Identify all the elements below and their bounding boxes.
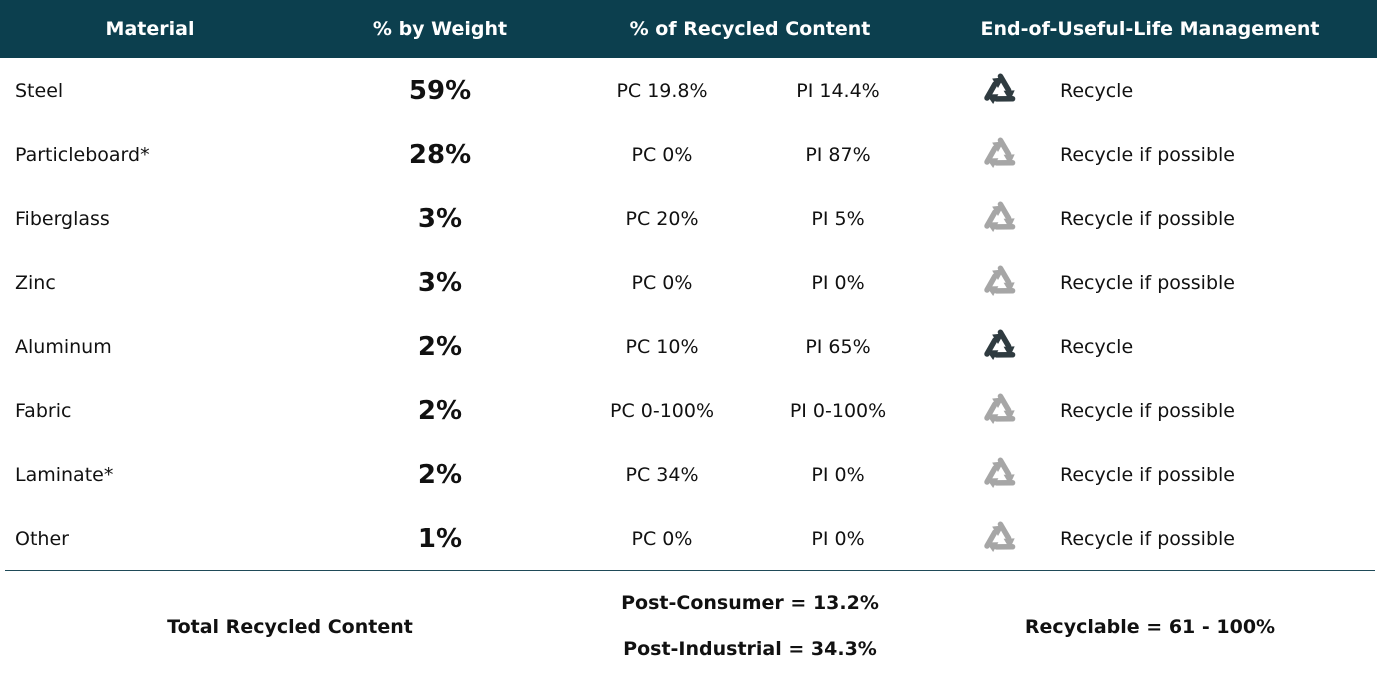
management: Recycle if possible [1060, 528, 1235, 550]
recycle-icon [980, 327, 1020, 367]
management: Recycle [1060, 80, 1134, 102]
material: Laminate* [15, 464, 114, 486]
header-cell: Material [105, 18, 195, 40]
header-cell: % by Weight [372, 18, 508, 40]
management: Recycle if possible [1060, 400, 1235, 422]
weight: 28% [408, 140, 472, 170]
management: Recycle if possible [1060, 208, 1235, 230]
recycle-icon [980, 519, 1020, 559]
post-industrial: PI 87% [805, 144, 871, 166]
weight: 1% [417, 524, 463, 554]
management: Recycle [1060, 336, 1134, 358]
management: Recycle if possible [1060, 464, 1235, 486]
post-consumer: PC 0-100% [609, 400, 715, 422]
footer-post-industrial: Post-Industrial = 34.3% [623, 638, 877, 660]
header-cell: End-of-Useful-Life Management [980, 18, 1320, 40]
post-consumer: PC 20% [625, 208, 699, 230]
post-industrial: PI 0% [811, 272, 865, 294]
post-consumer: PC 19.8% [616, 80, 708, 102]
post-consumer: PC 34% [625, 464, 699, 486]
post-consumer: PC 0% [631, 528, 693, 550]
post-industrial: PI 14.4% [796, 80, 880, 102]
post-industrial: PI 65% [805, 336, 871, 358]
weight: 3% [417, 268, 463, 298]
header-bar [0, 0, 1377, 58]
management: Recycle if possible [1060, 272, 1235, 294]
post-industrial: PI 0-100% [789, 400, 887, 422]
separator [5, 570, 1375, 571]
post-industrial: PI 0% [811, 464, 865, 486]
material: Zinc [15, 272, 56, 294]
recycle-icon [980, 71, 1020, 111]
recycle-icon [980, 263, 1020, 303]
recycle-icon [980, 135, 1020, 175]
weight: 3% [417, 204, 463, 234]
material: Steel [15, 80, 64, 102]
post-industrial: PI 0% [811, 528, 865, 550]
weight: 2% [417, 396, 463, 426]
management: Recycle if possible [1060, 144, 1235, 166]
material: Other [15, 528, 69, 550]
material: Particleboard* [15, 144, 150, 166]
footer-recyclable: Recyclable = 61 - 100% [1024, 616, 1276, 638]
material: Aluminum [15, 336, 112, 358]
post-consumer: PC 0% [631, 272, 693, 294]
footer-post-consumer: Post-Consumer = 13.2% [621, 592, 879, 614]
post-consumer: PC 10% [625, 336, 699, 358]
weight: 59% [408, 76, 472, 106]
material: Fabric [15, 400, 72, 422]
material: Fiberglass [15, 208, 110, 230]
post-consumer: PC 0% [631, 144, 693, 166]
recycle-icon [980, 391, 1020, 431]
weight: 2% [417, 332, 463, 362]
post-industrial: PI 5% [811, 208, 865, 230]
footer-label: Total Recycled Content [167, 616, 413, 638]
recycle-icon [980, 199, 1020, 239]
header-cell: % of Recycled Content [629, 18, 871, 40]
recycle-icon [980, 455, 1020, 495]
weight: 2% [417, 460, 463, 490]
